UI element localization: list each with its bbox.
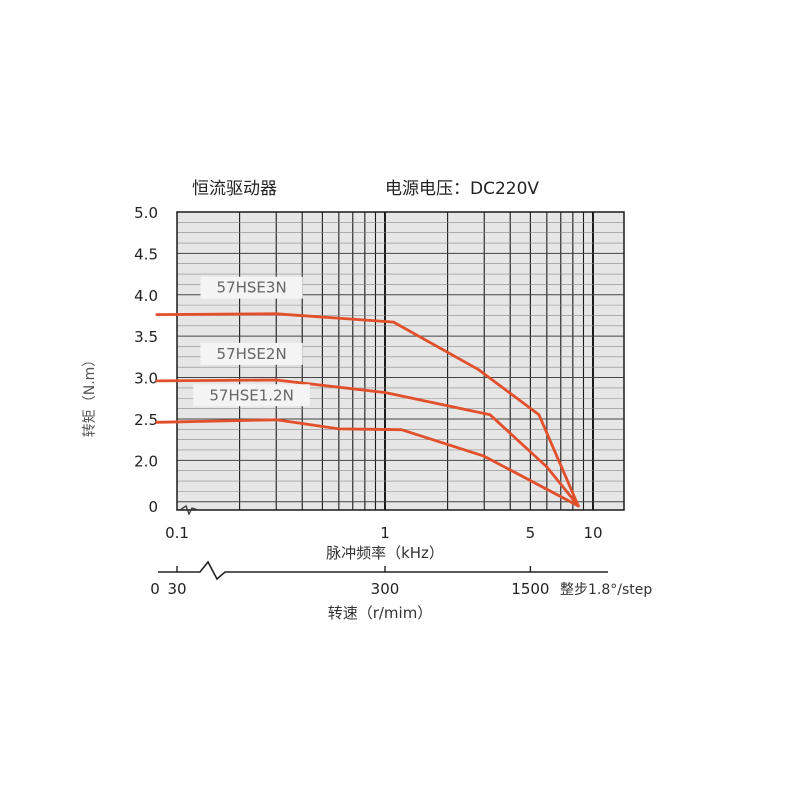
series-label: 57HSE1.2N bbox=[209, 386, 293, 404]
speed-tick-label: 300 bbox=[371, 580, 400, 598]
y-tick-label: 4.0 bbox=[134, 287, 158, 305]
y-tick-label: 4.5 bbox=[134, 245, 158, 263]
speed-axis-line bbox=[158, 560, 608, 581]
header-supply-voltage: 电源电压：DC220V bbox=[385, 179, 539, 199]
series-line bbox=[155, 312, 580, 508]
y-tick-label: 3.0 bbox=[134, 370, 158, 388]
x-tick-label: 0.1 bbox=[165, 524, 189, 542]
series-label-background bbox=[193, 384, 310, 407]
plot-border bbox=[176, 211, 625, 511]
y-tick-label: 5.0 bbox=[134, 204, 158, 222]
speed-tick-label: 0 bbox=[150, 580, 160, 598]
series-line bbox=[155, 418, 580, 508]
series-label: 57HSE2N bbox=[217, 345, 287, 363]
series-line bbox=[155, 378, 580, 508]
series-label-background bbox=[200, 276, 303, 299]
x-tick-label: 10 bbox=[583, 524, 602, 542]
series-layer: 57HSE3N 57HSE2N 57HSE1.2N bbox=[155, 276, 580, 508]
speed-tick-label: 30 bbox=[167, 580, 186, 598]
y-tick-label: 0 bbox=[148, 498, 158, 516]
y-tick-label: 3.5 bbox=[134, 328, 158, 346]
y-tick-label: 2.0 bbox=[134, 452, 158, 470]
header-driver-type: 恒流驱动器 bbox=[192, 179, 277, 199]
axis-break-mark bbox=[179, 505, 199, 516]
speed-axis-ticks: 0 30 300 1500 bbox=[150, 566, 549, 598]
y-tick-label: 2.5 bbox=[134, 411, 158, 429]
series-label: 57HSE3N bbox=[217, 279, 287, 297]
series-label-background bbox=[200, 342, 303, 365]
y-tick-labels: 5.0 4.5 4.0 3.5 3.0 2.5 2.0 0 bbox=[134, 204, 158, 516]
x-tick-label: 5 bbox=[526, 524, 536, 542]
speed-axis-label: 转速（r/mim） bbox=[328, 604, 433, 622]
x-tick-label: 1 bbox=[380, 524, 390, 542]
step-angle-note: 整步1.8°/step bbox=[560, 582, 652, 598]
x-axis-label: 脉冲频率（kHz） bbox=[326, 544, 444, 562]
y-axis-label: 转矩（N.m） bbox=[82, 353, 98, 438]
speed-tick-label: 1500 bbox=[511, 580, 549, 598]
x-tick-labels: 0.1 1 5 10 bbox=[165, 524, 602, 542]
